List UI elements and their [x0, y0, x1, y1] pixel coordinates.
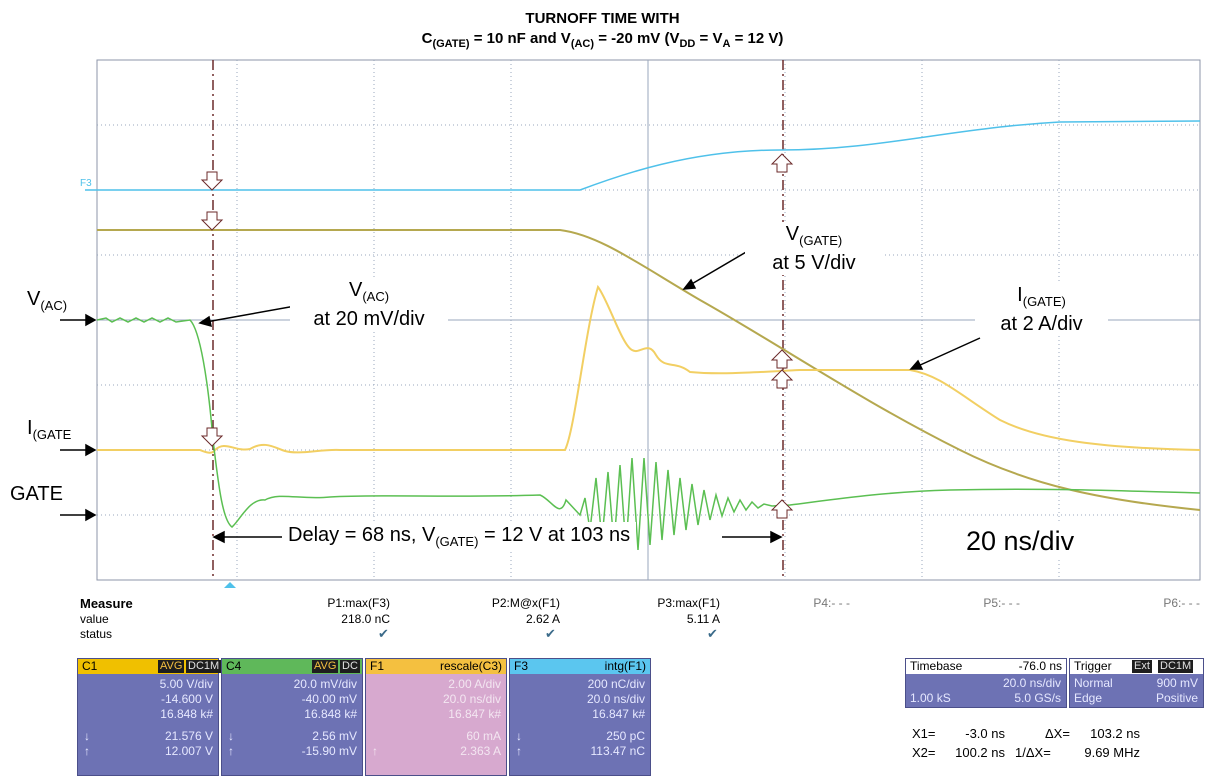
- min-arrow-icon: ↓: [516, 729, 522, 743]
- measure-p2-status-check-icon: ✔: [545, 626, 556, 641]
- igate-callout-label: I(GATE) at 2 A/div: [975, 283, 1108, 336]
- igate-trace: [97, 284, 1201, 454]
- trigger-position-marker: [224, 582, 236, 588]
- max-arrow-icon: ↑: [228, 744, 234, 758]
- measure-p1-name[interactable]: P1:max(F3): [327, 596, 390, 610]
- measure-p4-name[interactable]: P4:- - -: [813, 596, 850, 610]
- delay-annotation: Delay = 68 ns, V(GATE) = 12 V at 103 ns: [282, 522, 637, 551]
- channel-f3-panel[interactable]: F3 intg(F1) 200 nC/div 20.0 ns/div 16.84…: [509, 658, 651, 776]
- f1-header[interactable]: F1 rescale(C3): [366, 659, 506, 674]
- vac-left-label: V(AC): [27, 288, 68, 313]
- measure-p3-name[interactable]: P3:max(F1): [657, 596, 720, 610]
- vgate-callout-label: V(GATE) at 5 V/div: [745, 222, 883, 275]
- f3-trace: [85, 120, 1201, 191]
- measure-p2-name[interactable]: P2:M@x(F1): [491, 596, 560, 610]
- channel-c4-panel[interactable]: C4 AVG DC 20.0 mV/div -40.00 mV 16.848 k…: [221, 658, 363, 776]
- x1-marker-f3: [200, 171, 224, 191]
- figure-title-line2: C(GATE) = 10 nF and V(AC) = -20 mV (VDD …: [421, 30, 784, 50]
- x2-marker-igate: [770, 369, 794, 389]
- c1-header[interactable]: C1 AVG DC1M: [78, 659, 222, 674]
- cursor-x2-value: 100.2 ns: [955, 745, 1005, 760]
- channel-f1-panel[interactable]: F1 rescale(C3) 2.00 A/div 20.0 ns/div 16…: [365, 658, 507, 776]
- measure-p2-value: 2.62 A: [525, 612, 560, 626]
- cursor-dx-label: ΔX=: [1045, 726, 1070, 741]
- c4-header[interactable]: C4 AVG DC: [222, 659, 362, 674]
- igate-left-label: I(GATE: [27, 417, 72, 442]
- cursor-x1-value: -3.0 ns: [965, 726, 1005, 741]
- trigger-panel[interactable]: Trigger Ext DC1M Normal 900 mV Edge Posi…: [1069, 658, 1204, 708]
- measure-row-label-status: status: [80, 627, 113, 641]
- cursor-markers: [200, 153, 794, 519]
- x1-marker-vgate: [200, 211, 224, 231]
- min-arrow-icon: ↓: [84, 729, 90, 743]
- x2-marker-f3: [770, 153, 794, 173]
- cursor-dx-value: 103.2 ns: [1090, 726, 1140, 741]
- f3-header[interactable]: F3 intg(F1): [510, 659, 650, 674]
- cursor-x1-label: X1=: [912, 726, 936, 741]
- max-arrow-icon: ↑: [372, 744, 378, 758]
- max-arrow-icon: ↑: [516, 744, 522, 758]
- measure-p3-value: 5.11 A: [686, 612, 720, 626]
- f3-trace-marker: F3: [80, 178, 92, 189]
- measure-p1-value: 218.0 nC: [341, 612, 390, 626]
- gate-left-label: GATE: [10, 483, 63, 505]
- cursor-inv-dx-value: 9.69 MHz: [1084, 745, 1140, 760]
- time-per-division-label: 20 ns/div: [958, 524, 1083, 559]
- x2-marker-vgate: [770, 349, 794, 369]
- reference-arrows: [60, 313, 97, 522]
- timebase-header[interactable]: Timebase -76.0 ns: [906, 659, 1066, 674]
- trigger-header[interactable]: Trigger Ext DC1M: [1070, 659, 1203, 674]
- measure-p5-name[interactable]: P5:- - -: [983, 596, 1020, 610]
- delay-dimension: [212, 530, 783, 544]
- x1-marker-igate: [200, 427, 224, 447]
- x2-marker-gate: [770, 499, 794, 519]
- figure-title-line1: TURNOFF TIME WITH: [525, 10, 680, 27]
- min-arrow-icon: ↓: [228, 729, 234, 743]
- timebase-panel[interactable]: Timebase -76.0 ns 20.0 ns/div 1.00 kS 5.…: [905, 658, 1067, 708]
- max-arrow-icon: ↑: [84, 744, 90, 758]
- measure-row-label-value: value: [80, 612, 109, 626]
- measure-p6-name[interactable]: P6:- - -: [1163, 596, 1200, 610]
- measure-header[interactable]: Measure: [80, 596, 133, 611]
- channel-c1-panel[interactable]: C1 AVG DC1M 5.00 V/div -14.600 V 16.848 …: [77, 658, 222, 776]
- measure-p3-status-check-icon: ✔: [707, 626, 718, 641]
- measure-p1-status-check-icon: ✔: [378, 626, 389, 641]
- cursor-x2-label: X2=: [912, 745, 936, 760]
- vac-callout-label: V(AC) at 20 mV/div: [290, 278, 448, 331]
- cursor-inv-dx-label: 1/ΔX=: [1015, 745, 1051, 760]
